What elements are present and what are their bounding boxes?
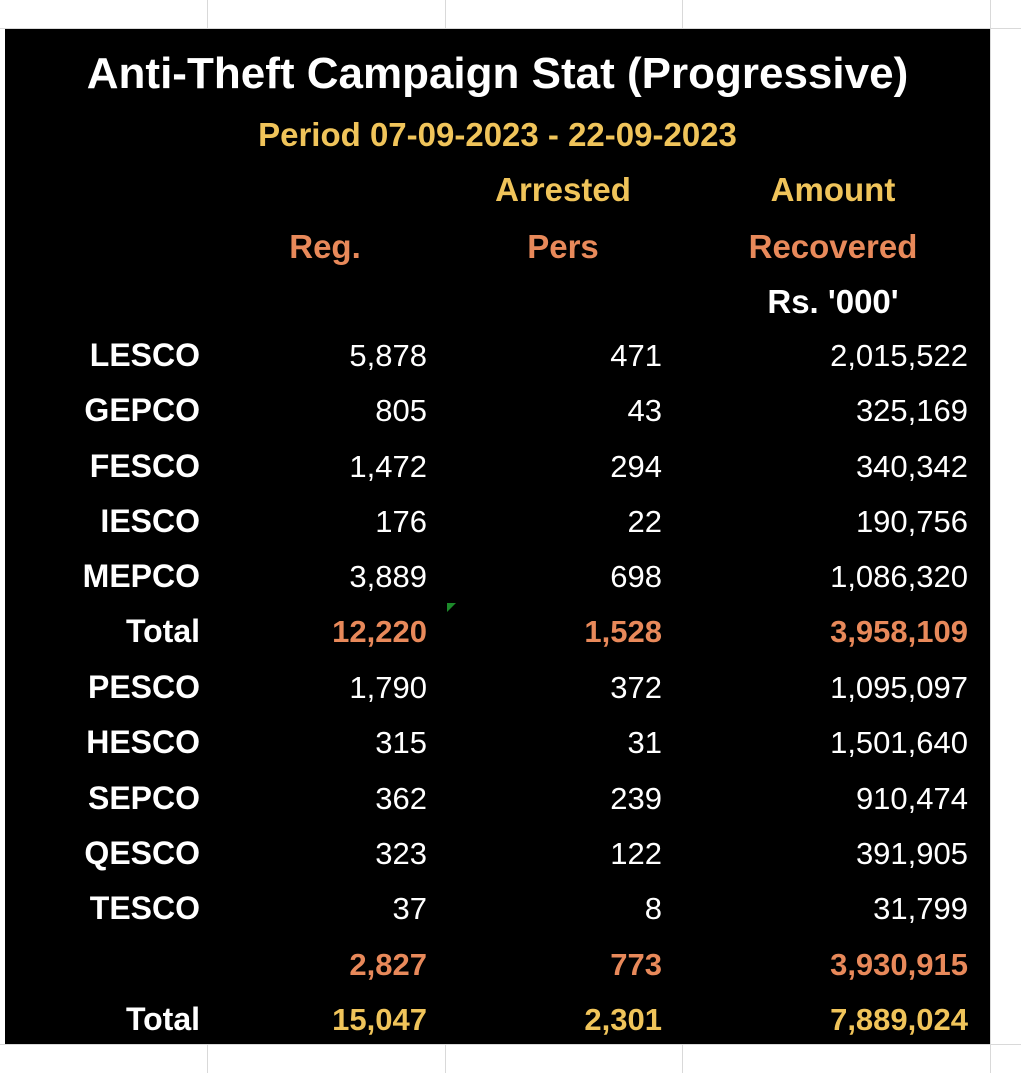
amount-value: 1,501,640 [830,725,968,760]
table-row: LESCO 5,878 471 2,015,522 [5,328,990,383]
header-unit: Rs. '000' [767,283,899,320]
company-name: GEPCO [84,392,200,428]
arrested-value: 471 [610,338,662,373]
reg-value: 2,827 [349,947,427,982]
arrested-value: 294 [610,449,662,484]
stats-table: Anti-Theft Campaign Stat (Progressive) P… [5,29,990,1044]
total-label: Total [125,1001,200,1037]
company-name: PESCO [87,669,200,705]
amount-value: 325,169 [855,393,968,428]
arrested-value: 122 [610,836,662,871]
subtotal-row: 2,827 773 3,930,915 [5,937,990,992]
table-title: Anti-Theft Campaign Stat (Progressive) [86,49,909,98]
company-name: QESCO [84,835,200,871]
header-reg: Reg. [289,228,361,265]
arrested-value: 239 [610,781,662,816]
header-recovered: Recovered [748,228,918,265]
company-name: HESCO [86,724,200,760]
total-label: Total [125,613,200,649]
reg-value: 15,047 [332,1002,427,1037]
table-row: GEPCO 805 43 325,169 [5,383,990,438]
arrested-value: 31 [627,725,662,760]
table-row: QESCO 323 122 391,905 [5,826,990,881]
reg-value: 805 [375,393,427,428]
arrested-value: 8 [644,891,662,926]
reg-value: 176 [375,504,427,539]
cell-error-indicator-icon [447,603,456,612]
arrested-value: 22 [627,504,662,539]
reg-value: 323 [375,836,427,871]
table-row: IESCO 176 22 190,756 [5,494,990,549]
arrested-value: 372 [610,670,662,705]
reg-value: 12,220 [332,614,427,649]
arrested-value: 698 [610,559,662,594]
reg-value: 362 [375,781,427,816]
arrested-value: 773 [610,947,662,982]
company-name: FESCO [89,448,200,484]
header-arrested: Arrested [495,171,631,208]
reg-value: 1,790 [349,670,427,705]
arrested-value: 1,528 [584,614,662,649]
amount-value: 190,756 [855,504,968,539]
reg-value: 3,889 [349,559,427,594]
header-pers: Pers [527,228,599,265]
period-label: Period 07-09-2023 - 22-09-2023 [258,116,737,153]
company-name: IESCO [100,503,200,539]
amount-value: 3,930,915 [830,947,968,982]
amount-value: 1,095,097 [830,670,968,705]
table-row: TESCO 37 8 31,799 [5,881,990,936]
company-name: TESCO [89,890,200,926]
amount-value: 910,474 [855,781,968,816]
amount-value: 2,015,522 [830,338,968,373]
company-name: MEPCO [82,558,200,594]
amount-value: 340,342 [855,449,968,484]
amount-value: 391,905 [855,836,968,871]
reg-value: 1,472 [349,449,427,484]
amount-value: 7,889,024 [830,1002,968,1037]
header-amount: Amount [770,171,896,208]
amount-value: 3,958,109 [830,614,968,649]
amount-value: 31,799 [873,891,968,926]
company-name: LESCO [89,337,200,373]
reg-value: 315 [375,725,427,760]
table-row: PESCO 1,790 372 1,095,097 [5,660,990,715]
subtotal-row: Total 12,220 1,528 3,958,109 [5,604,990,659]
arrested-value: 43 [627,393,662,428]
company-name: SEPCO [87,780,200,816]
reg-value: 5,878 [349,338,427,373]
table-row: SEPCO 362 239 910,474 [5,771,990,826]
reg-value: 37 [392,891,427,926]
table-row: HESCO 315 31 1,501,640 [5,715,990,770]
table-row: MEPCO 3,889 698 1,086,320 [5,549,990,604]
grand-total-row: Total 15,047 2,301 7,889,024 [5,992,990,1047]
amount-value: 1,086,320 [830,559,968,594]
table-row: FESCO 1,472 294 340,342 [5,439,990,494]
arrested-value: 2,301 [584,1002,662,1037]
